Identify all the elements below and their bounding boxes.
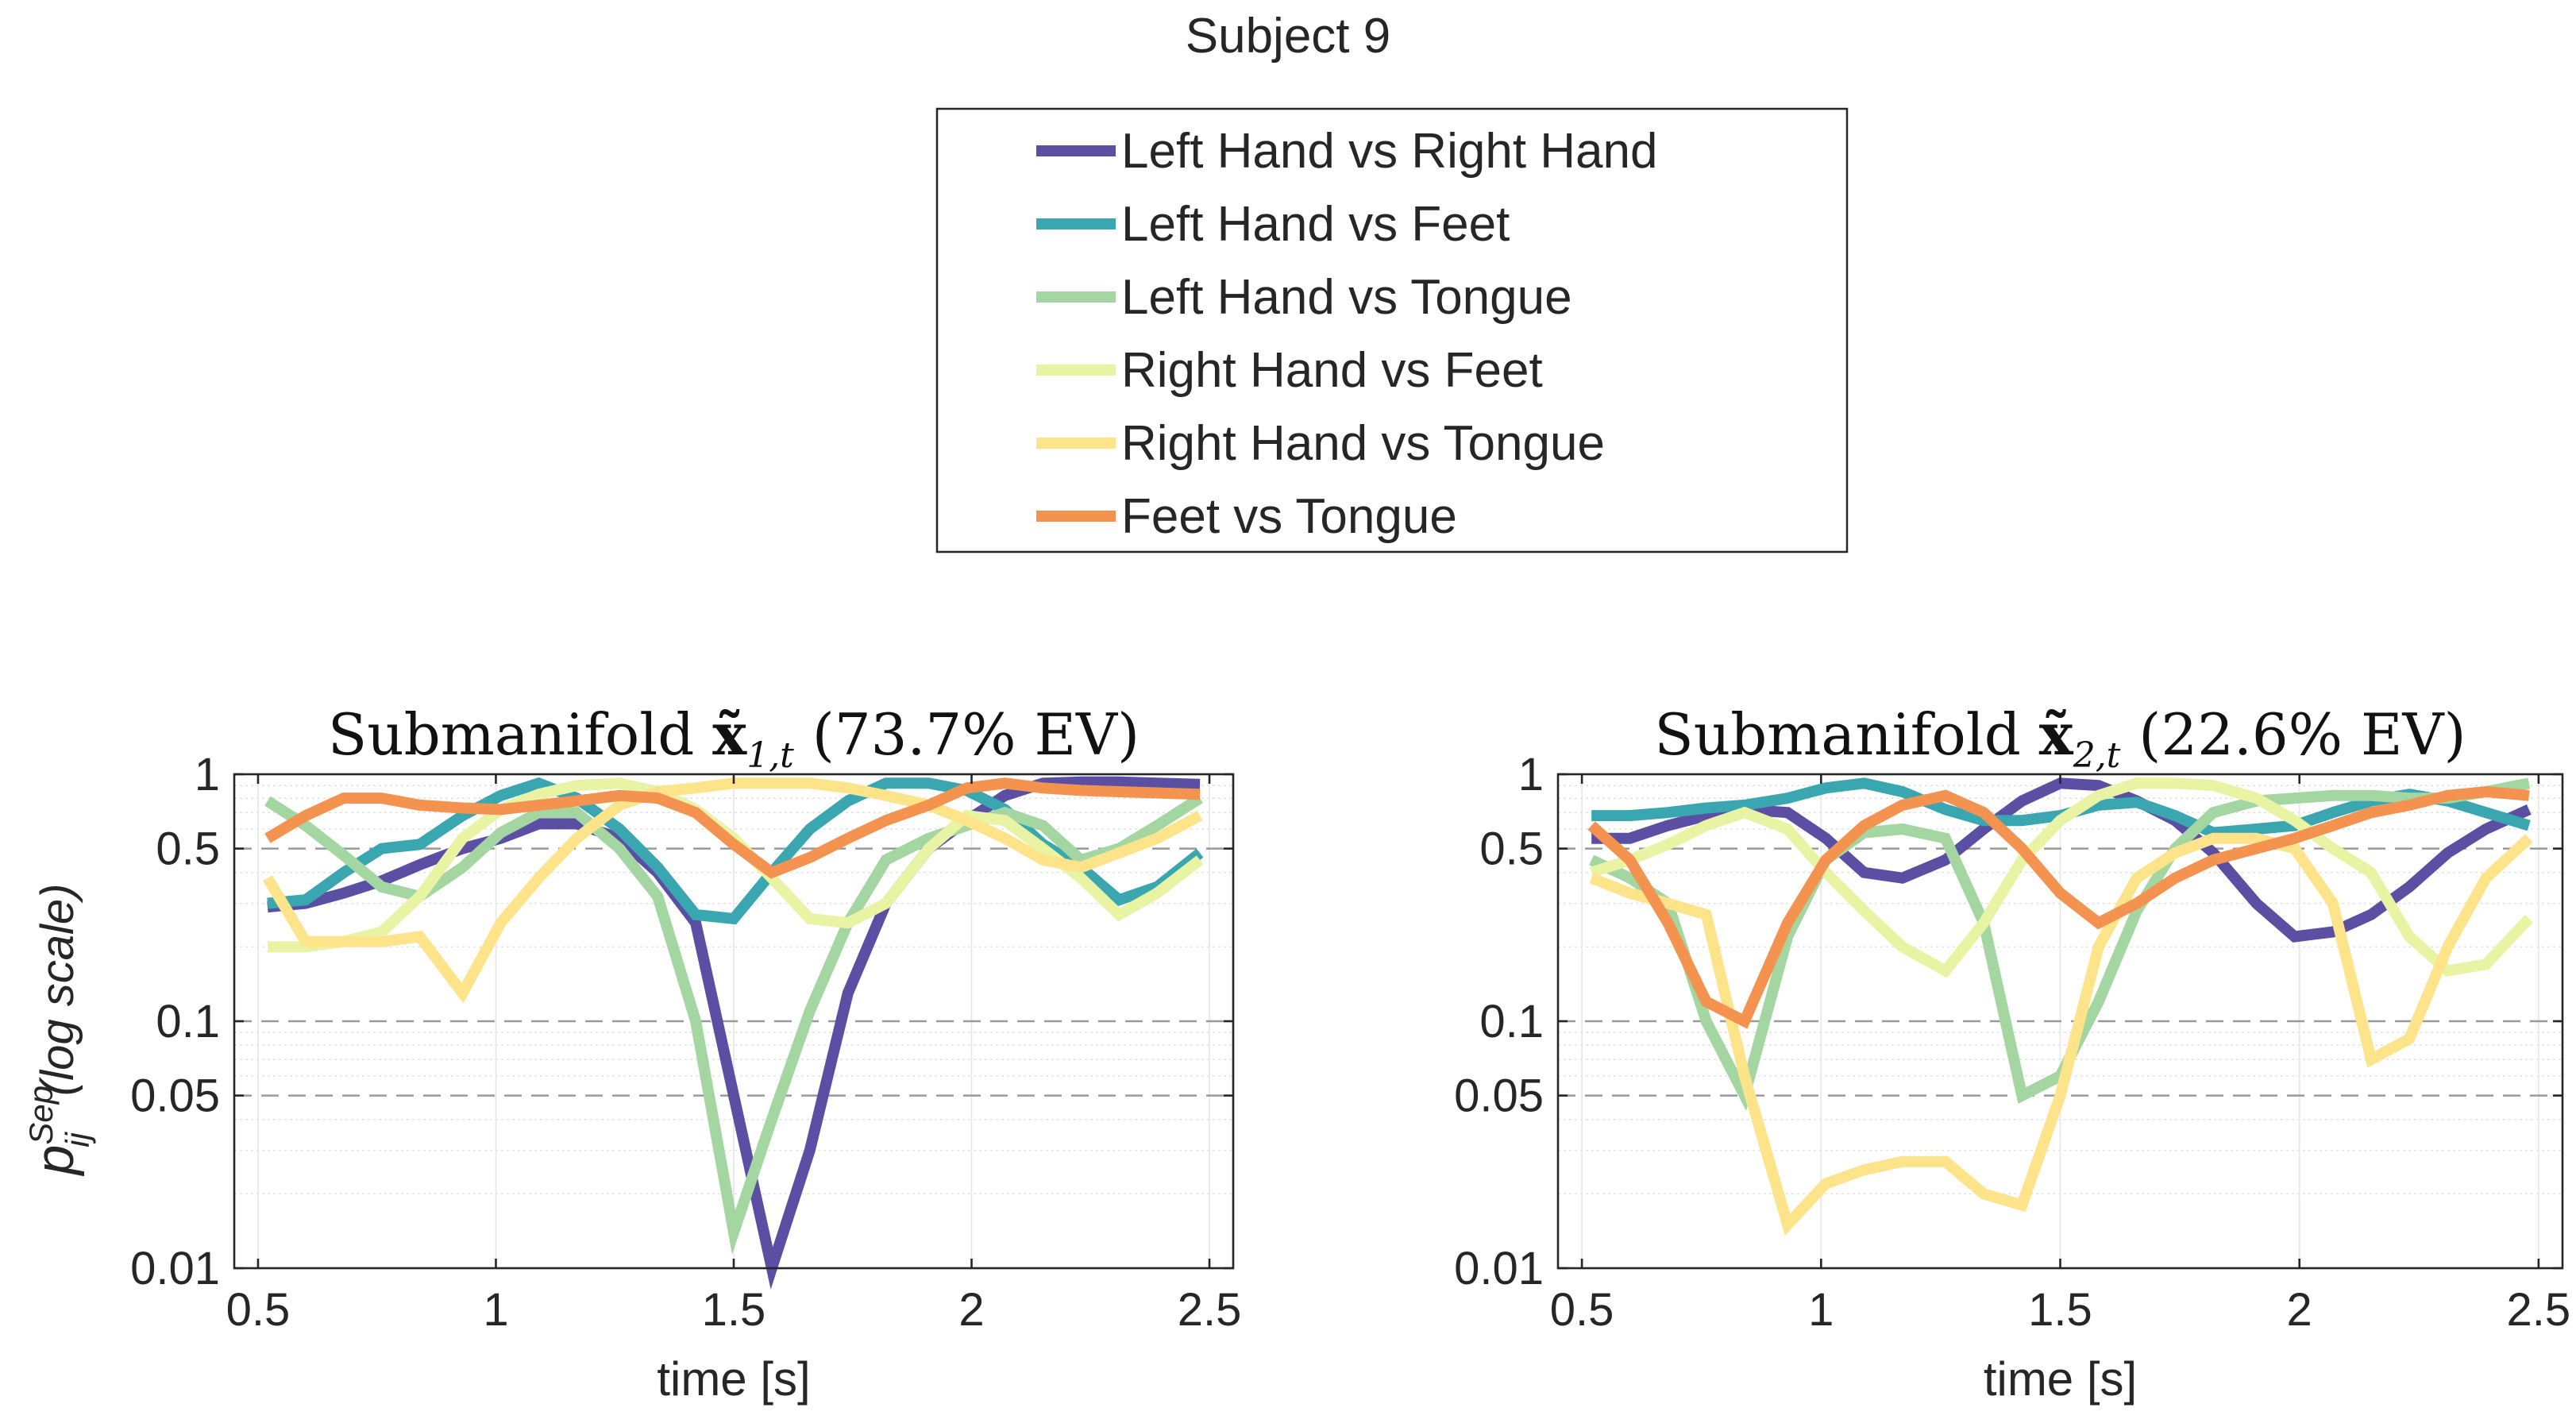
legend-entry-label: Right Hand vs Tongue — [1121, 416, 1605, 471]
legend-entry-label: Left Hand vs Feet — [1121, 197, 1510, 252]
y-tick-label: 0.01 — [130, 1243, 220, 1294]
x-tick-label: 1.5 — [702, 1284, 766, 1336]
y-tick-label: 0.5 — [156, 823, 220, 875]
series-line — [264, 777, 1201, 879]
y-axis-label-sub: ij — [59, 1132, 96, 1147]
y-tick-label: 0.05 — [130, 1070, 220, 1122]
legend-box — [935, 107, 1849, 553]
y-tick-label: 0.5 — [1479, 823, 1544, 875]
chart-submanifold-2: 0.5 1 1.5 2 2.5 0.01 0.05 0.1 0.5 1 time [s] Subman… — [1454, 700, 2570, 1406]
x-axis-label: time [s] — [1984, 1352, 2137, 1406]
legend-entry-label: Left Hand vs Tongue — [1121, 270, 1572, 325]
y-tick-label: 1 — [1518, 749, 1544, 800]
series-line — [1587, 785, 2530, 1029]
x-tick-label: 0.5 — [226, 1284, 291, 1336]
y-tick-label: 0.1 — [1479, 996, 1544, 1047]
legend-entry-label: Right Hand vs Feet — [1121, 343, 1543, 398]
x-tick-label: 2.5 — [1178, 1284, 1242, 1336]
chart-title-suffix: (22.6% EV) — [2120, 701, 2466, 768]
y-tick-label: 0.05 — [1454, 1070, 1544, 1122]
legend-entry-label: Feet vs Tongue — [1121, 489, 1457, 544]
x-tick-label: 0.5 — [1550, 1284, 1614, 1336]
x-tick-label: 2.5 — [2507, 1284, 2571, 1336]
y-tick-label: 1 — [195, 749, 220, 800]
chart-title-prefix: Submanifold — [1654, 701, 2038, 768]
chart-title: Submanifold x̃2,t (22.6% EV) — [1654, 700, 2466, 776]
chart-submanifold-1: 0.5 1 1.5 2 2.5 0.01 0.05 0.1 0.5 1 time [s] Subman… — [22, 700, 1241, 1406]
y-axis-label-sup: Sep — [22, 1086, 60, 1145]
x-tick-label: 2 — [958, 1284, 984, 1336]
chart-title-subscript: 1,t — [746, 735, 794, 776]
x-tick-label: 2 — [2287, 1284, 2312, 1336]
x-tick-label: 1 — [483, 1284, 508, 1336]
x-axis-label: time [s] — [657, 1352, 810, 1406]
series-line — [1590, 777, 2533, 978]
y-axis-label: pSepij (log scale) — [22, 884, 96, 1177]
series-line — [1589, 832, 2533, 1236]
x-tick-label: 1 — [1808, 1284, 1834, 1336]
figure-suptitle: Subject 9 — [1186, 9, 1391, 64]
legend: Left Hand vs Right Hand Left Hand vs Feet… — [935, 107, 1849, 553]
chart-title-prefix: Submanifold — [328, 701, 712, 768]
chart-title-symbol: x̃ — [712, 700, 747, 768]
legend-entry-label: Left Hand vs Right Hand — [1121, 124, 1658, 179]
chart-title: Submanifold x̃1,t (73.7% EV) — [328, 700, 1140, 776]
x-tick-label: 1.5 — [2028, 1284, 2092, 1336]
y-axis-label-base: p — [25, 1145, 85, 1177]
chart-title-subscript: 2,t — [2073, 735, 2121, 776]
y-tick-label: 0.1 — [156, 996, 220, 1047]
y-axis-label-rest: (log scale) — [32, 884, 83, 1109]
chart-title-symbol: x̃ — [2039, 700, 2074, 768]
y-tick-label: 0.01 — [1454, 1243, 1544, 1294]
chart-title-suffix: (73.7% EV) — [794, 701, 1140, 768]
